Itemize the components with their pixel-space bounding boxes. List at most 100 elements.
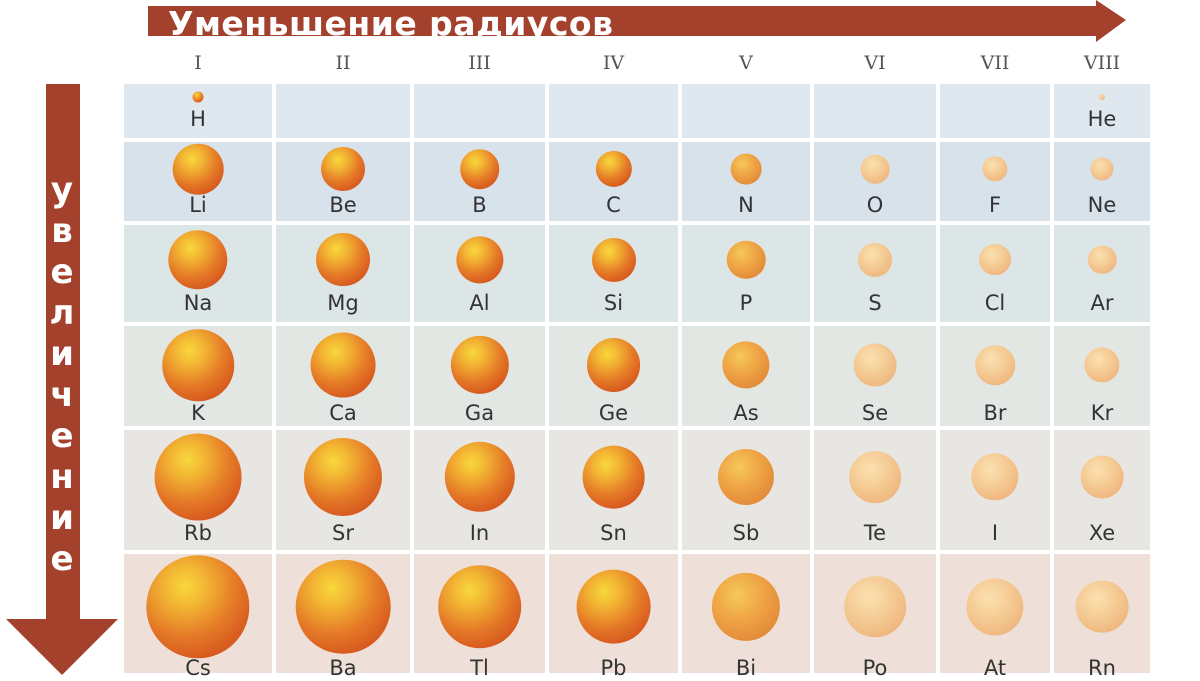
atom-sphere-Al xyxy=(455,235,504,284)
atom-sphere-Na xyxy=(168,229,228,290)
atom-sphere-S xyxy=(857,242,893,277)
element-symbol: Tl xyxy=(470,656,489,680)
empty-cell xyxy=(938,82,1052,140)
atom-sphere-He xyxy=(1099,94,1105,100)
atom-sphere-Mg xyxy=(316,232,370,287)
horizontal-trend-label: Уменьшение радиусов xyxy=(168,4,614,43)
element-symbol: At xyxy=(983,656,1007,680)
element-symbol: Se xyxy=(861,401,889,425)
atom-sphere-Te xyxy=(849,451,901,503)
vertical-label-letter: е xyxy=(50,539,74,579)
element-cell-O xyxy=(812,140,938,223)
atom-sphere-H xyxy=(192,91,204,103)
element-cell-Po xyxy=(812,552,938,675)
atom-sphere-Ge xyxy=(586,338,641,392)
element-symbol: Rn xyxy=(1088,656,1116,680)
empty-cell xyxy=(274,82,412,140)
group-label-4: IV xyxy=(602,52,625,74)
atom-sphere-As xyxy=(722,341,770,389)
element-symbol: K xyxy=(191,401,205,425)
element-symbol: Po xyxy=(862,656,888,680)
atom-sphere-Ar xyxy=(1087,245,1117,274)
empty-cell xyxy=(547,82,680,140)
vertical-label-letter: е xyxy=(50,252,74,292)
element-symbol: Ga xyxy=(464,401,495,425)
element-symbol: Ba xyxy=(329,656,357,680)
group-label-8: VIII xyxy=(1083,52,1121,74)
element-symbol: Ar xyxy=(1090,291,1114,315)
atom-sphere-K xyxy=(162,329,234,401)
element-symbol: Sr xyxy=(332,521,354,545)
element-symbol: H xyxy=(190,107,206,131)
vertical-label-letter: ч xyxy=(50,375,74,415)
element-symbol: Cs xyxy=(185,656,211,680)
element-cell-He xyxy=(1052,82,1152,140)
element-symbol: Ge xyxy=(598,401,629,425)
atom-sphere-F xyxy=(982,156,1008,182)
atom-sphere-Cl xyxy=(979,243,1011,276)
atom-sphere-Pb xyxy=(576,569,651,644)
vertical-label-letter: и xyxy=(50,334,74,374)
element-symbol: Kr xyxy=(1090,401,1114,425)
element-symbol: Ne xyxy=(1087,193,1117,217)
element-symbol: O xyxy=(866,193,884,217)
element-symbol: S xyxy=(868,291,882,315)
vertical-label-letter: в xyxy=(51,211,73,251)
element-symbol: He xyxy=(1087,107,1117,131)
atom-sphere-C xyxy=(595,150,632,188)
element-symbol: Al xyxy=(469,291,490,315)
group-label-1: I xyxy=(194,52,202,74)
atom-sphere-Ne xyxy=(1090,157,1114,181)
vertical-label-letter: н xyxy=(50,457,74,497)
vertical-label-letter: и xyxy=(50,498,74,538)
atom-sphere-At xyxy=(966,577,1024,636)
group-label-6: VI xyxy=(864,52,886,74)
element-symbol: Si xyxy=(603,291,624,315)
element-symbol: Rb xyxy=(184,521,212,545)
atom-sphere-P xyxy=(726,240,766,279)
atom-sphere-O xyxy=(860,154,890,184)
element-symbol: Mg xyxy=(327,291,359,315)
group-label-3: III xyxy=(468,52,491,74)
arrow-right-icon xyxy=(148,0,1126,42)
atom-sphere-Ba xyxy=(295,559,391,654)
element-cell-H xyxy=(122,82,274,140)
element-symbol: P xyxy=(739,291,753,315)
atom-sphere-Li xyxy=(172,143,224,195)
atom-sphere-Xe xyxy=(1080,455,1124,499)
atom-sphere-Tl xyxy=(437,564,522,649)
atom-sphere-Br xyxy=(975,345,1015,385)
group-label-5: V xyxy=(739,52,753,74)
element-symbol: I xyxy=(991,521,999,545)
atom-sphere-Sn xyxy=(582,445,645,509)
empty-cell xyxy=(412,82,547,140)
periodic-radius-table: H He Li Be B C N O F Ne Na Mg Al Si P S Cl Ar K Ca Ga Ge As Se B… xyxy=(122,82,1152,680)
element-cell-S xyxy=(812,223,938,324)
atom-sphere-Ga xyxy=(450,335,509,395)
element-symbol: B xyxy=(472,193,487,217)
element-symbol: Be xyxy=(329,193,357,217)
element-symbol: In xyxy=(469,521,490,545)
atom-sphere-Si xyxy=(591,237,636,282)
left-arrow xyxy=(0,84,122,675)
element-symbol: Pb xyxy=(600,656,627,680)
atom-sphere-Po xyxy=(844,575,906,638)
element-symbol: Sn xyxy=(600,521,627,545)
atom-sphere-Rn xyxy=(1075,580,1129,633)
element-symbol: F xyxy=(988,193,1002,217)
element-symbol: Te xyxy=(863,521,887,545)
element-symbol: Ca xyxy=(329,401,357,425)
element-symbol: Bi xyxy=(735,656,757,680)
element-symbol: C xyxy=(606,193,621,217)
element-symbol: Li xyxy=(189,193,207,217)
empty-cell xyxy=(680,82,812,140)
element-cell-Ne xyxy=(1052,140,1152,223)
element-symbol: Sb xyxy=(732,521,760,545)
atom-sphere-Se xyxy=(853,343,897,387)
group-label-7: VII xyxy=(980,52,1010,74)
element-symbol: N xyxy=(738,193,754,217)
vertical-label-letter: е xyxy=(50,416,74,456)
atom-sphere-In xyxy=(444,441,515,513)
atom-sphere-Be xyxy=(321,147,365,191)
